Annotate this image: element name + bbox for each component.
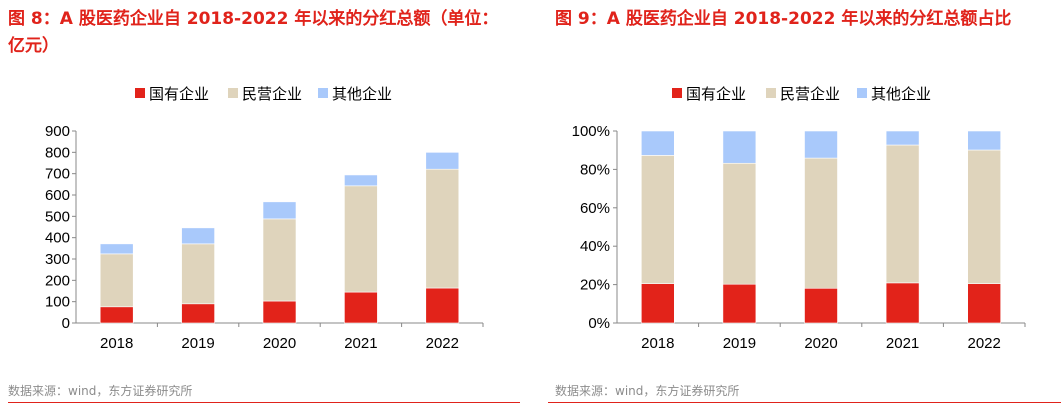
legend-swatch-1 <box>228 88 238 98</box>
y-tick-label: 800 <box>45 144 70 161</box>
bar-2022-series-1 <box>967 149 1002 284</box>
bar-2022-series-1 <box>425 168 460 289</box>
bar-2020-series-1 <box>262 218 297 302</box>
x-tick-label: 2022 <box>968 335 1001 352</box>
x-tick-label: 2018 <box>641 335 674 352</box>
legend-swatch-0 <box>672 88 682 98</box>
source-note-left: 数据来源：wind，东方证券研究所 <box>8 384 193 398</box>
legend-label: 国有企业 <box>149 85 209 103</box>
legend-label: 其他企业 <box>871 85 931 103</box>
y-tick-label: 100 <box>45 294 70 311</box>
bar-2021-series-1 <box>344 185 378 293</box>
x-tick-label: 2022 <box>426 335 459 352</box>
bar-2018-series-1 <box>99 253 134 308</box>
bar-2020-series-2 <box>804 130 838 159</box>
legend-swatch-1 <box>766 88 776 98</box>
bar-2018-series-0 <box>640 283 675 324</box>
y-tick-label: 600 <box>45 187 70 204</box>
bar-2020-series-0 <box>262 300 297 324</box>
bar-2021-series-0 <box>885 282 920 324</box>
y-tick-label: 200 <box>45 272 70 289</box>
bar-2018-series-2 <box>640 130 675 156</box>
bar-2018-series-0 <box>99 306 134 324</box>
bar-2021-series-2 <box>885 130 920 146</box>
legend-label: 民营企业 <box>780 85 840 103</box>
legend-swatch-0 <box>135 88 145 98</box>
bar-2018-series-2 <box>99 243 134 255</box>
source-note-right: 数据来源：wind，东方证券研究所 <box>555 384 740 398</box>
bar-2021-series-0 <box>344 291 378 324</box>
bar-2020-series-0 <box>804 287 838 324</box>
bar-2019-series-2 <box>722 130 757 164</box>
legend-label: 其他企业 <box>332 85 392 103</box>
legend-label: 国有企业 <box>686 85 746 103</box>
legend-swatch-2 <box>318 88 328 98</box>
bar-2018-series-1 <box>640 155 675 284</box>
bar-2019-series-1 <box>722 162 757 285</box>
legend-label: 民营企业 <box>242 85 302 103</box>
chart-title-dividend-total: 图 8：A 股医药企业自 2018-2022 年以来的分红总额（单位：亿元） <box>8 9 499 56</box>
x-tick-label: 2020 <box>263 335 296 352</box>
y-tick-label: 0% <box>588 315 610 332</box>
x-tick-label: 2018 <box>100 335 133 352</box>
y-tick-label: 80% <box>580 161 610 178</box>
divider-right <box>548 402 1061 403</box>
bar-2020-series-2 <box>262 201 297 220</box>
bar-2019-series-2 <box>181 227 215 245</box>
bar-2019-series-0 <box>722 283 757 324</box>
y-tick-label: 100% <box>572 123 610 140</box>
divider-left <box>8 402 520 403</box>
bar-2022-series-2 <box>425 152 460 170</box>
y-tick-label: 300 <box>45 251 70 268</box>
bar-2020-series-1 <box>804 157 838 289</box>
y-tick-label: 0 <box>62 315 70 332</box>
x-tick-label: 2019 <box>181 335 214 352</box>
chart-title-dividend-share: 图 9：A 股医药企业自 2018-2022 年以来的分红总额占比 <box>555 9 1012 29</box>
y-tick-label: 400 <box>45 230 70 247</box>
x-tick-label: 2021 <box>886 335 919 352</box>
y-tick-label: 20% <box>580 277 610 294</box>
x-tick-label: 2019 <box>723 335 756 352</box>
y-tick-label: 700 <box>45 166 70 183</box>
bar-2021-series-1 <box>885 144 920 284</box>
y-tick-label: 60% <box>580 200 610 217</box>
legend-swatch-2 <box>857 88 867 98</box>
bar-2019-series-0 <box>181 303 215 324</box>
y-tick-label: 500 <box>45 208 70 225</box>
y-tick-label: 900 <box>45 123 70 140</box>
bar-2019-series-1 <box>181 243 215 305</box>
bar-2022-series-0 <box>967 283 1002 324</box>
y-tick-label: 40% <box>580 238 610 255</box>
x-tick-label: 2020 <box>804 335 837 352</box>
bar-2022-series-2 <box>967 130 1002 151</box>
x-tick-label: 2021 <box>344 335 377 352</box>
bar-2022-series-0 <box>425 287 460 324</box>
bar-2021-series-2 <box>344 174 378 187</box>
